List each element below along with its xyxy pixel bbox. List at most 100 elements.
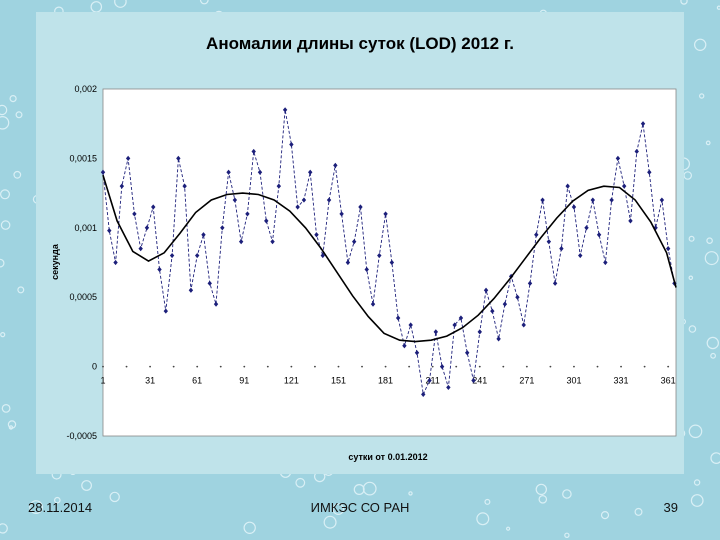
lod-data-point [477, 329, 482, 335]
lod-data-point [270, 239, 275, 245]
bubble-decoration [353, 484, 365, 496]
bubble-decoration [564, 532, 570, 539]
bubble-decoration [710, 352, 716, 359]
lod-data-point [226, 169, 231, 175]
x-tick-label: 181 [378, 376, 393, 386]
lod-data-point [314, 232, 319, 238]
lod-data-point [395, 315, 401, 321]
lod-data-point [427, 377, 432, 384]
lod-data-point [377, 252, 382, 259]
lod-data-point [182, 183, 187, 189]
x-axis-label: сутки от 0.01.2012 [348, 452, 427, 462]
zero-line-dot [337, 365, 340, 368]
bubble-decoration [484, 498, 491, 505]
zero-line-dot [408, 365, 411, 368]
lod-data-point [452, 322, 457, 328]
x-tick-label: 31 [145, 376, 155, 386]
bubble-decoration [109, 491, 120, 503]
zero-line-dot [549, 365, 552, 368]
lod-data-point [100, 169, 106, 175]
bubble-decoration [9, 94, 17, 103]
footer-page-number: 39 [663, 500, 678, 515]
lod-data-point [289, 141, 294, 148]
lod-data-point [119, 183, 125, 189]
bubble-decoration [710, 452, 720, 464]
zero-line-dot [596, 365, 599, 368]
bubble-decoration [562, 489, 572, 499]
lod-data-point [433, 329, 439, 335]
x-tick-label: 331 [614, 376, 629, 386]
y-tick-label: 0 [92, 362, 97, 372]
x-tick-label: 151 [331, 376, 346, 386]
bubble-decoration [0, 332, 6, 338]
seasonal-fit-line [102, 174, 677, 343]
lod-data-point [414, 350, 420, 356]
lod-data-point [125, 155, 131, 161]
bubble-decoration [114, 0, 127, 8]
x-tick-label: 301 [566, 376, 581, 386]
bubble-decoration [323, 515, 337, 529]
lod-data-point [301, 197, 307, 203]
lod-data-point [515, 294, 520, 300]
x-tick-label: 1 [100, 376, 105, 386]
lod-data-point [201, 232, 206, 238]
lod-data-point [295, 204, 300, 210]
lod-data-point [320, 252, 325, 259]
lod-data-point [333, 162, 338, 168]
x-tick-label: 211 [425, 376, 439, 386]
lod-data-point [584, 225, 589, 231]
lod-data-point [370, 301, 376, 307]
lod-data-point [389, 259, 395, 266]
lod-data-point [546, 239, 552, 245]
bubble-decoration [706, 237, 713, 245]
bubble-decoration [690, 494, 704, 507]
lod-data-point [628, 218, 633, 224]
y-tick-label: 0,001 [74, 223, 97, 233]
bubble-decoration [688, 424, 703, 439]
x-tick-label: 361 [661, 376, 676, 386]
bubble-decoration [15, 111, 23, 119]
lod-data-point [163, 308, 168, 314]
lod-data-point [383, 211, 388, 217]
bubble-decoration [506, 526, 511, 531]
lod-data-point [138, 246, 143, 252]
x-tick-label: 121 [284, 376, 299, 386]
lod-data-point [534, 232, 539, 238]
bubble-decoration [680, 0, 688, 5]
lod-data-point [634, 148, 639, 155]
zero-line-dot [573, 365, 575, 368]
bubble-decoration [535, 483, 548, 496]
bubble-decoration [699, 93, 705, 99]
lod-data-point [264, 218, 269, 224]
lod-data-point [194, 252, 200, 259]
bubble-decoration [29, 500, 43, 515]
bubble-decoration [0, 189, 10, 200]
lod-data-point [559, 246, 564, 252]
zero-line-dot [290, 365, 293, 368]
bubble-decoration [0, 116, 10, 130]
bubble-decoration [0, 258, 5, 268]
bubble-decoration [362, 481, 377, 496]
bubble-decoration [688, 235, 695, 242]
series-layer [100, 107, 677, 397]
lod-data-point [458, 315, 464, 321]
bubble-decoration [688, 275, 694, 281]
lod-data-point [565, 183, 570, 189]
y-tick-label: -0,0005 [66, 431, 97, 441]
lod-data-point [107, 227, 112, 234]
bubble-decoration [538, 494, 548, 504]
bubble-decoration [693, 479, 701, 486]
y-axis-label: секунда [50, 243, 60, 280]
lod-data-point [282, 107, 288, 113]
lod-data-point [345, 259, 351, 266]
x-tick-label: 271 [519, 376, 534, 386]
bubble-decoration [332, 503, 345, 515]
zero-line-dot [667, 365, 670, 368]
x-tick-label: 61 [192, 376, 202, 386]
bubble-decoration [634, 507, 643, 516]
zero-line-dot [102, 365, 104, 368]
lod-data-point [245, 211, 250, 217]
plot-area [102, 88, 677, 437]
lod-data-point [446, 384, 451, 391]
